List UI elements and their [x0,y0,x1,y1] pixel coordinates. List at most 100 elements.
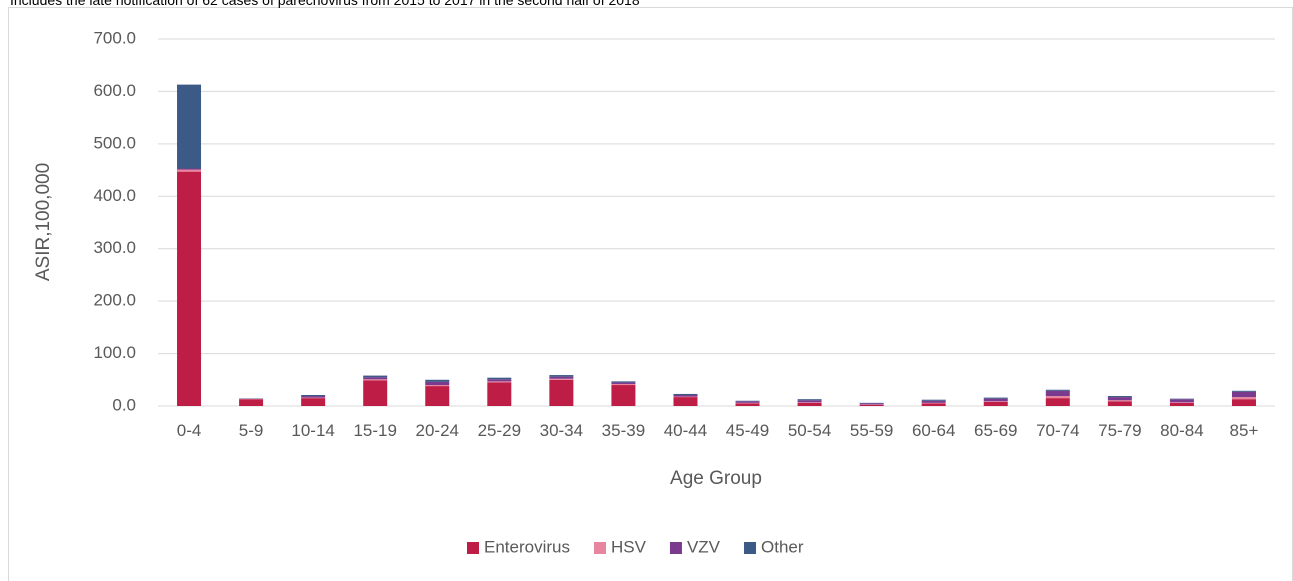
x-tick-label: 30-34 [540,421,583,440]
bar-segment [363,380,388,406]
x-tick-label: 75-79 [1098,421,1141,440]
bar-segment [177,168,202,170]
bar-segment [425,386,450,406]
bar-segment [735,403,760,406]
bar-segment [549,375,574,377]
bar-segment [487,381,512,383]
bar-segment [1169,399,1194,403]
bar-segment [983,401,1008,402]
bar-segment [1169,402,1194,406]
x-tick-label: 5-9 [239,421,264,440]
bar-segment [1107,397,1132,401]
bar-segment [1045,389,1070,391]
bar-segment [177,171,202,406]
bar-segment [983,398,1008,402]
bar-segment [673,394,698,397]
bar-segment [673,397,698,406]
legend-swatch [593,542,606,554]
bar-segment [983,397,1008,399]
bar-segment [549,378,574,380]
bar-segment [1045,390,1070,397]
bar-segment [859,402,884,404]
bar-segment [921,402,946,404]
x-tick-label: 85+ [1230,421,1259,440]
bar-segment [735,400,760,402]
y-tick-label: 600.0 [93,81,136,100]
bar-segment [735,401,760,403]
chart-border [8,7,1293,581]
bar-segment [797,399,822,401]
y-tick-label: 400.0 [93,186,136,205]
bar-segment [1107,401,1132,406]
bar-segment [1231,397,1256,400]
bar-segment [425,385,450,387]
bar-segment [425,381,450,386]
x-tick-label: 70-74 [1036,421,1079,440]
x-tick-label: 65-69 [974,421,1017,440]
bar-segment [797,400,822,403]
y-tick-label: 300.0 [93,238,136,257]
bar-segment [921,400,946,403]
bar-segment [1231,391,1256,398]
bar-segment [425,379,450,382]
bar-segment [487,382,512,406]
bar-segment [673,396,698,398]
x-tick-label: 45-49 [726,421,769,440]
bar-segment [301,397,326,399]
bar-segment [983,401,1008,406]
legend-label: Other [761,537,804,556]
bar-segment [177,84,202,169]
y-tick-label: 200.0 [93,291,136,310]
x-axis-label: Age Group [670,468,762,489]
bar-segment [301,398,326,406]
legend-label: HSV [611,537,647,556]
x-tick-label: 20-24 [416,421,459,440]
y-tick-label: 0.0 [112,395,136,414]
bar-segment [487,379,512,382]
bar-segment [549,376,574,379]
x-tick-label: 35-39 [602,421,645,440]
legend-swatch [669,542,682,554]
bar-segment [1169,402,1194,403]
bar-segment [611,383,636,386]
bar-segment [301,396,326,398]
bar-segment [797,402,822,403]
bar-segment [1107,400,1132,402]
y-axis-label: ASIR,100,000 [33,163,54,281]
legend-label: Enterovirus [484,537,570,556]
bar-segment [487,377,512,380]
bar-segment [797,402,822,406]
bar-segment [177,169,202,172]
bar-segment [363,377,388,380]
bar-segment [611,385,636,406]
bar-segment [363,379,388,381]
bar-segment [735,402,760,404]
bar-segment [363,375,388,378]
legend-swatch [467,542,479,554]
x-tick-label: 10-14 [291,421,334,440]
bar-segment [859,404,884,405]
bar-segment [611,381,636,383]
legend-swatch [744,542,757,554]
y-tick-label: 100.0 [93,343,136,362]
bar-segment [301,394,326,397]
bar-segment [1045,396,1070,399]
x-tick-label: 80-84 [1160,421,1203,440]
bar-segment [1231,399,1256,406]
bar-segment [859,403,884,405]
y-tick-label: 500.0 [93,133,136,152]
chart-subtitle: Includes the late notification of 62 cas… [10,0,640,8]
bar-segment [611,382,636,384]
bar-segment [859,404,884,406]
x-tick-label: 15-19 [353,421,396,440]
x-tick-label: 40-44 [664,421,707,440]
bar-segment [1107,396,1132,398]
x-tick-label: 60-64 [912,421,955,440]
x-tick-label: 50-54 [788,421,831,440]
x-tick-label: 0-4 [177,421,202,440]
y-tick-label: 700.0 [93,28,136,47]
bar-segment [921,403,946,406]
x-tick-label: 55-59 [850,421,893,440]
bar-segment [1231,390,1256,392]
